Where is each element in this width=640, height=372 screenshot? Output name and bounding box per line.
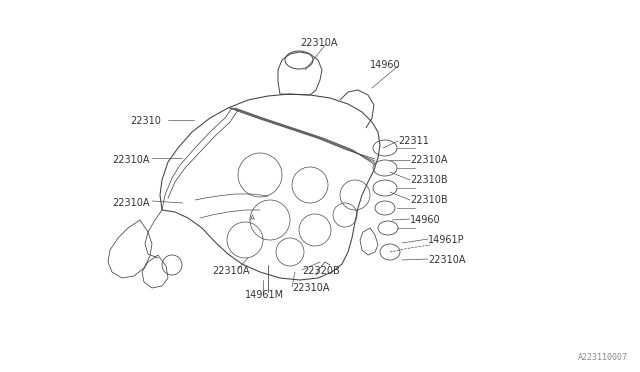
Text: 22310A: 22310A — [300, 38, 337, 48]
Text: 22310A: 22310A — [292, 283, 330, 293]
Text: 22310A: 22310A — [112, 155, 150, 165]
Text: 22310: 22310 — [130, 116, 161, 126]
Text: 22310A: 22310A — [428, 255, 465, 265]
Text: 22320B: 22320B — [302, 266, 340, 276]
Text: A: A — [250, 215, 254, 221]
Text: 14960: 14960 — [410, 215, 440, 225]
Text: 14961M: 14961M — [245, 290, 284, 300]
Text: 22310A: 22310A — [410, 155, 447, 165]
Text: 22310B: 22310B — [410, 175, 447, 185]
Text: 22311: 22311 — [398, 136, 429, 146]
Text: 14961P: 14961P — [428, 235, 465, 245]
Text: 14960: 14960 — [370, 60, 401, 70]
Text: 22310A: 22310A — [212, 266, 250, 276]
Text: 22310B: 22310B — [410, 195, 447, 205]
Text: A223110007: A223110007 — [578, 353, 628, 362]
Text: 22310A: 22310A — [112, 198, 150, 208]
